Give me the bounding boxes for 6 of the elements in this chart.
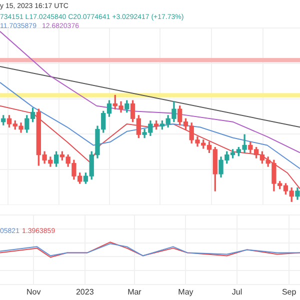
x-tick-label: Nov (26, 287, 41, 296)
x-tick-label: Sep (282, 287, 297, 296)
x-tick-label: 2023 (76, 287, 94, 296)
x-tick-label: May (178, 287, 194, 296)
x-tick-label: Jul (232, 287, 242, 296)
x-tick-label: Mar (128, 287, 142, 296)
